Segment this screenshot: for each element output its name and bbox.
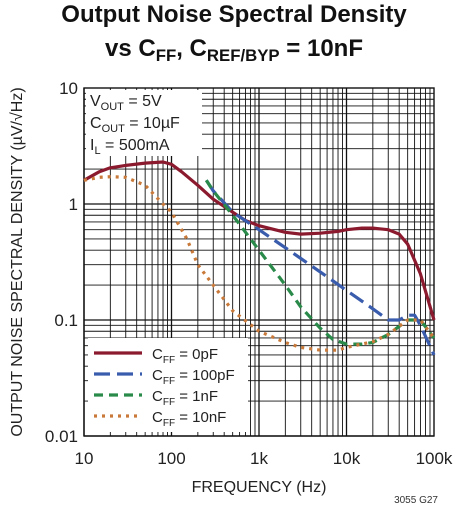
chart-title-line1: Output Noise Spectral Density <box>61 1 407 28</box>
tick-labels: 10 100 1k 10k 100k 10 1 0.1 0.01 <box>45 79 453 468</box>
annotation-box <box>86 90 202 156</box>
legend-label-0: CFF = 0pF <box>152 346 218 366</box>
legend-label-1: CFF = 100pF <box>152 367 235 387</box>
title2-sub-ref: REF/BYP <box>206 46 280 66</box>
x-tick-label-2: 1k <box>250 449 268 468</box>
plot-frame <box>83 87 435 437</box>
y-tick-label-2: 0.1 <box>54 311 78 330</box>
y-tick-label-0: 10 <box>59 79 78 98</box>
series-line-3 <box>83 175 436 352</box>
series-line-0 <box>83 160 436 321</box>
legend-label-2: CFF = 1nF <box>152 388 218 408</box>
series-line-1 <box>204 179 436 356</box>
figure-id: 3055 G27 <box>394 495 438 506</box>
title2-prefix: vs C <box>105 35 156 62</box>
title2-sub-ff: FF <box>155 46 177 66</box>
x-tick-label-1: 100 <box>157 449 185 468</box>
x-axis-label: FREQUENCY (Hz) <box>192 479 327 496</box>
annotation-0: VOUT = 5V <box>90 93 162 113</box>
y-tick-label-1: 1 <box>69 195 78 214</box>
title2-mid: , C <box>176 35 207 62</box>
title2-suffix: = 10nF <box>279 35 363 62</box>
x-tick-label-4: 100k <box>416 449 453 468</box>
series-curves <box>83 160 436 356</box>
chart-title-line2: vs CFF, CREF/BYP = 10nF <box>0 34 468 64</box>
y-axis-label: OUTPUT NOISE SPECTRAL DENSITY (µV/√Hz) <box>9 87 26 436</box>
x-tick-label-3: 10k <box>333 449 361 468</box>
legend-label-3: CFF = 10nF <box>152 409 226 429</box>
x-tick-label-0: 10 <box>75 449 94 468</box>
y-tick-label-3: 0.01 <box>45 427 78 446</box>
annotation-1: COUT = 10µF <box>90 115 180 135</box>
annotation-2: IL = 500mA <box>90 137 170 157</box>
